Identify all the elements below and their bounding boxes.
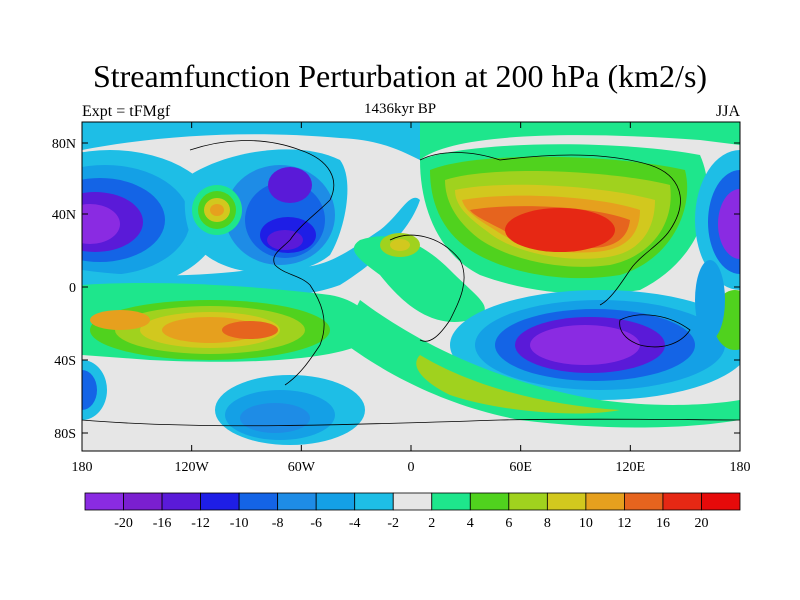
colorbar-label: 12 <box>617 516 631 531</box>
asia-high-core <box>505 208 615 252</box>
experiment-label: Expt = tFMgf <box>82 103 171 120</box>
arctic-positive-band <box>420 122 740 160</box>
colorbar-label: 6 <box>505 516 512 531</box>
colorbar-swatch <box>238 492 279 511</box>
colorbar-swatch <box>354 492 394 511</box>
north-america-low-core2 <box>267 230 303 250</box>
lat-tick-label: 40N <box>52 208 76 223</box>
colorbar: -20 -16 -12 -10 -8 -6 -4 -2 2 4 6 8 10 12 16 20 <box>84 492 741 531</box>
lat-tick-label: 80S <box>54 427 76 442</box>
colorbar-swatch <box>624 492 664 511</box>
south-west-pacific-low-core <box>82 370 97 410</box>
southern-ocean-high-band <box>340 300 740 428</box>
lon-tick-label: 60E <box>509 460 532 475</box>
colorbar-label: -2 <box>387 516 399 531</box>
colorbar-swatch <box>161 492 201 511</box>
north-africa-high-core <box>390 239 410 251</box>
coastlines <box>82 140 740 427</box>
north-america-low-core1 <box>268 167 312 203</box>
season-label: JJA <box>715 103 740 120</box>
colorbar-swatch <box>84 492 124 511</box>
atlantic-low-band <box>82 197 420 301</box>
lon-tick-label: 60W <box>288 460 316 475</box>
colorbar-swatch <box>123 492 163 511</box>
map-title: Streamfunction Perturbation at 200 hPa (… <box>92 58 708 94</box>
time-label: 1436kyr BP <box>363 101 437 117</box>
colorbar-swatch <box>431 492 471 511</box>
colorbar-swatch <box>701 492 741 511</box>
arctic-negative-band <box>82 122 420 160</box>
colorbar-label: 20 <box>694 516 708 531</box>
colorbar-swatch <box>546 492 587 511</box>
indian-low-core <box>530 325 640 365</box>
antarctic-low-ring3 <box>240 403 310 433</box>
colorbar-swatch <box>315 492 356 511</box>
lon-tick-label: 120E <box>616 460 646 475</box>
colorbar-label: -8 <box>272 516 284 531</box>
south-pacific-high-core <box>222 321 278 339</box>
pacific-low-core <box>82 204 120 244</box>
longitude-axis: 180 120W 60W 0 60E 120E 180 <box>72 122 751 475</box>
colorbar-swatch <box>585 492 625 511</box>
east-pacific-low-core <box>718 189 740 259</box>
lat-tick-label: 80N <box>52 137 76 152</box>
streamfunction-field <box>82 122 740 451</box>
colorbar-swatch <box>200 492 240 511</box>
colorbar-swatch <box>508 492 548 511</box>
colorbar-swatch <box>469 492 510 511</box>
colorbar-label: -10 <box>230 516 249 531</box>
lon-tick-label: 120W <box>175 460 210 475</box>
west-us-high-core <box>210 204 224 216</box>
colorbar-label: 4 <box>467 516 474 531</box>
latitude-axis: 80N 40N 0 40S 80S <box>52 137 740 442</box>
colorbar-label: -20 <box>114 516 133 531</box>
colorbar-label: 10 <box>579 516 593 531</box>
lat-tick-label: 40S <box>54 354 76 369</box>
colorbar-label: 8 <box>544 516 551 531</box>
colorbar-label: 2 <box>428 516 435 531</box>
southwest-pacific-high <box>90 310 150 330</box>
colorbar-label: -16 <box>153 516 172 531</box>
lat-tick-label: 0 <box>69 281 76 296</box>
southern-ocean-high-core <box>416 355 620 414</box>
west-pacific-low-east-edge <box>695 260 725 340</box>
africa-positive-band <box>353 236 485 322</box>
colorbar-swatch <box>392 492 433 511</box>
lon-tick-label: 0 <box>408 460 415 475</box>
colorbar-swatch <box>662 492 702 511</box>
colorbar-label: -6 <box>310 516 322 531</box>
lon-tick-label: 180 <box>72 460 93 475</box>
colorbar-label: 16 <box>656 516 670 531</box>
lon-tick-label: 180 <box>730 460 751 475</box>
colorbar-label: -4 <box>349 516 361 531</box>
colorbar-swatch <box>277 492 317 511</box>
colorbar-label: -12 <box>191 516 210 531</box>
